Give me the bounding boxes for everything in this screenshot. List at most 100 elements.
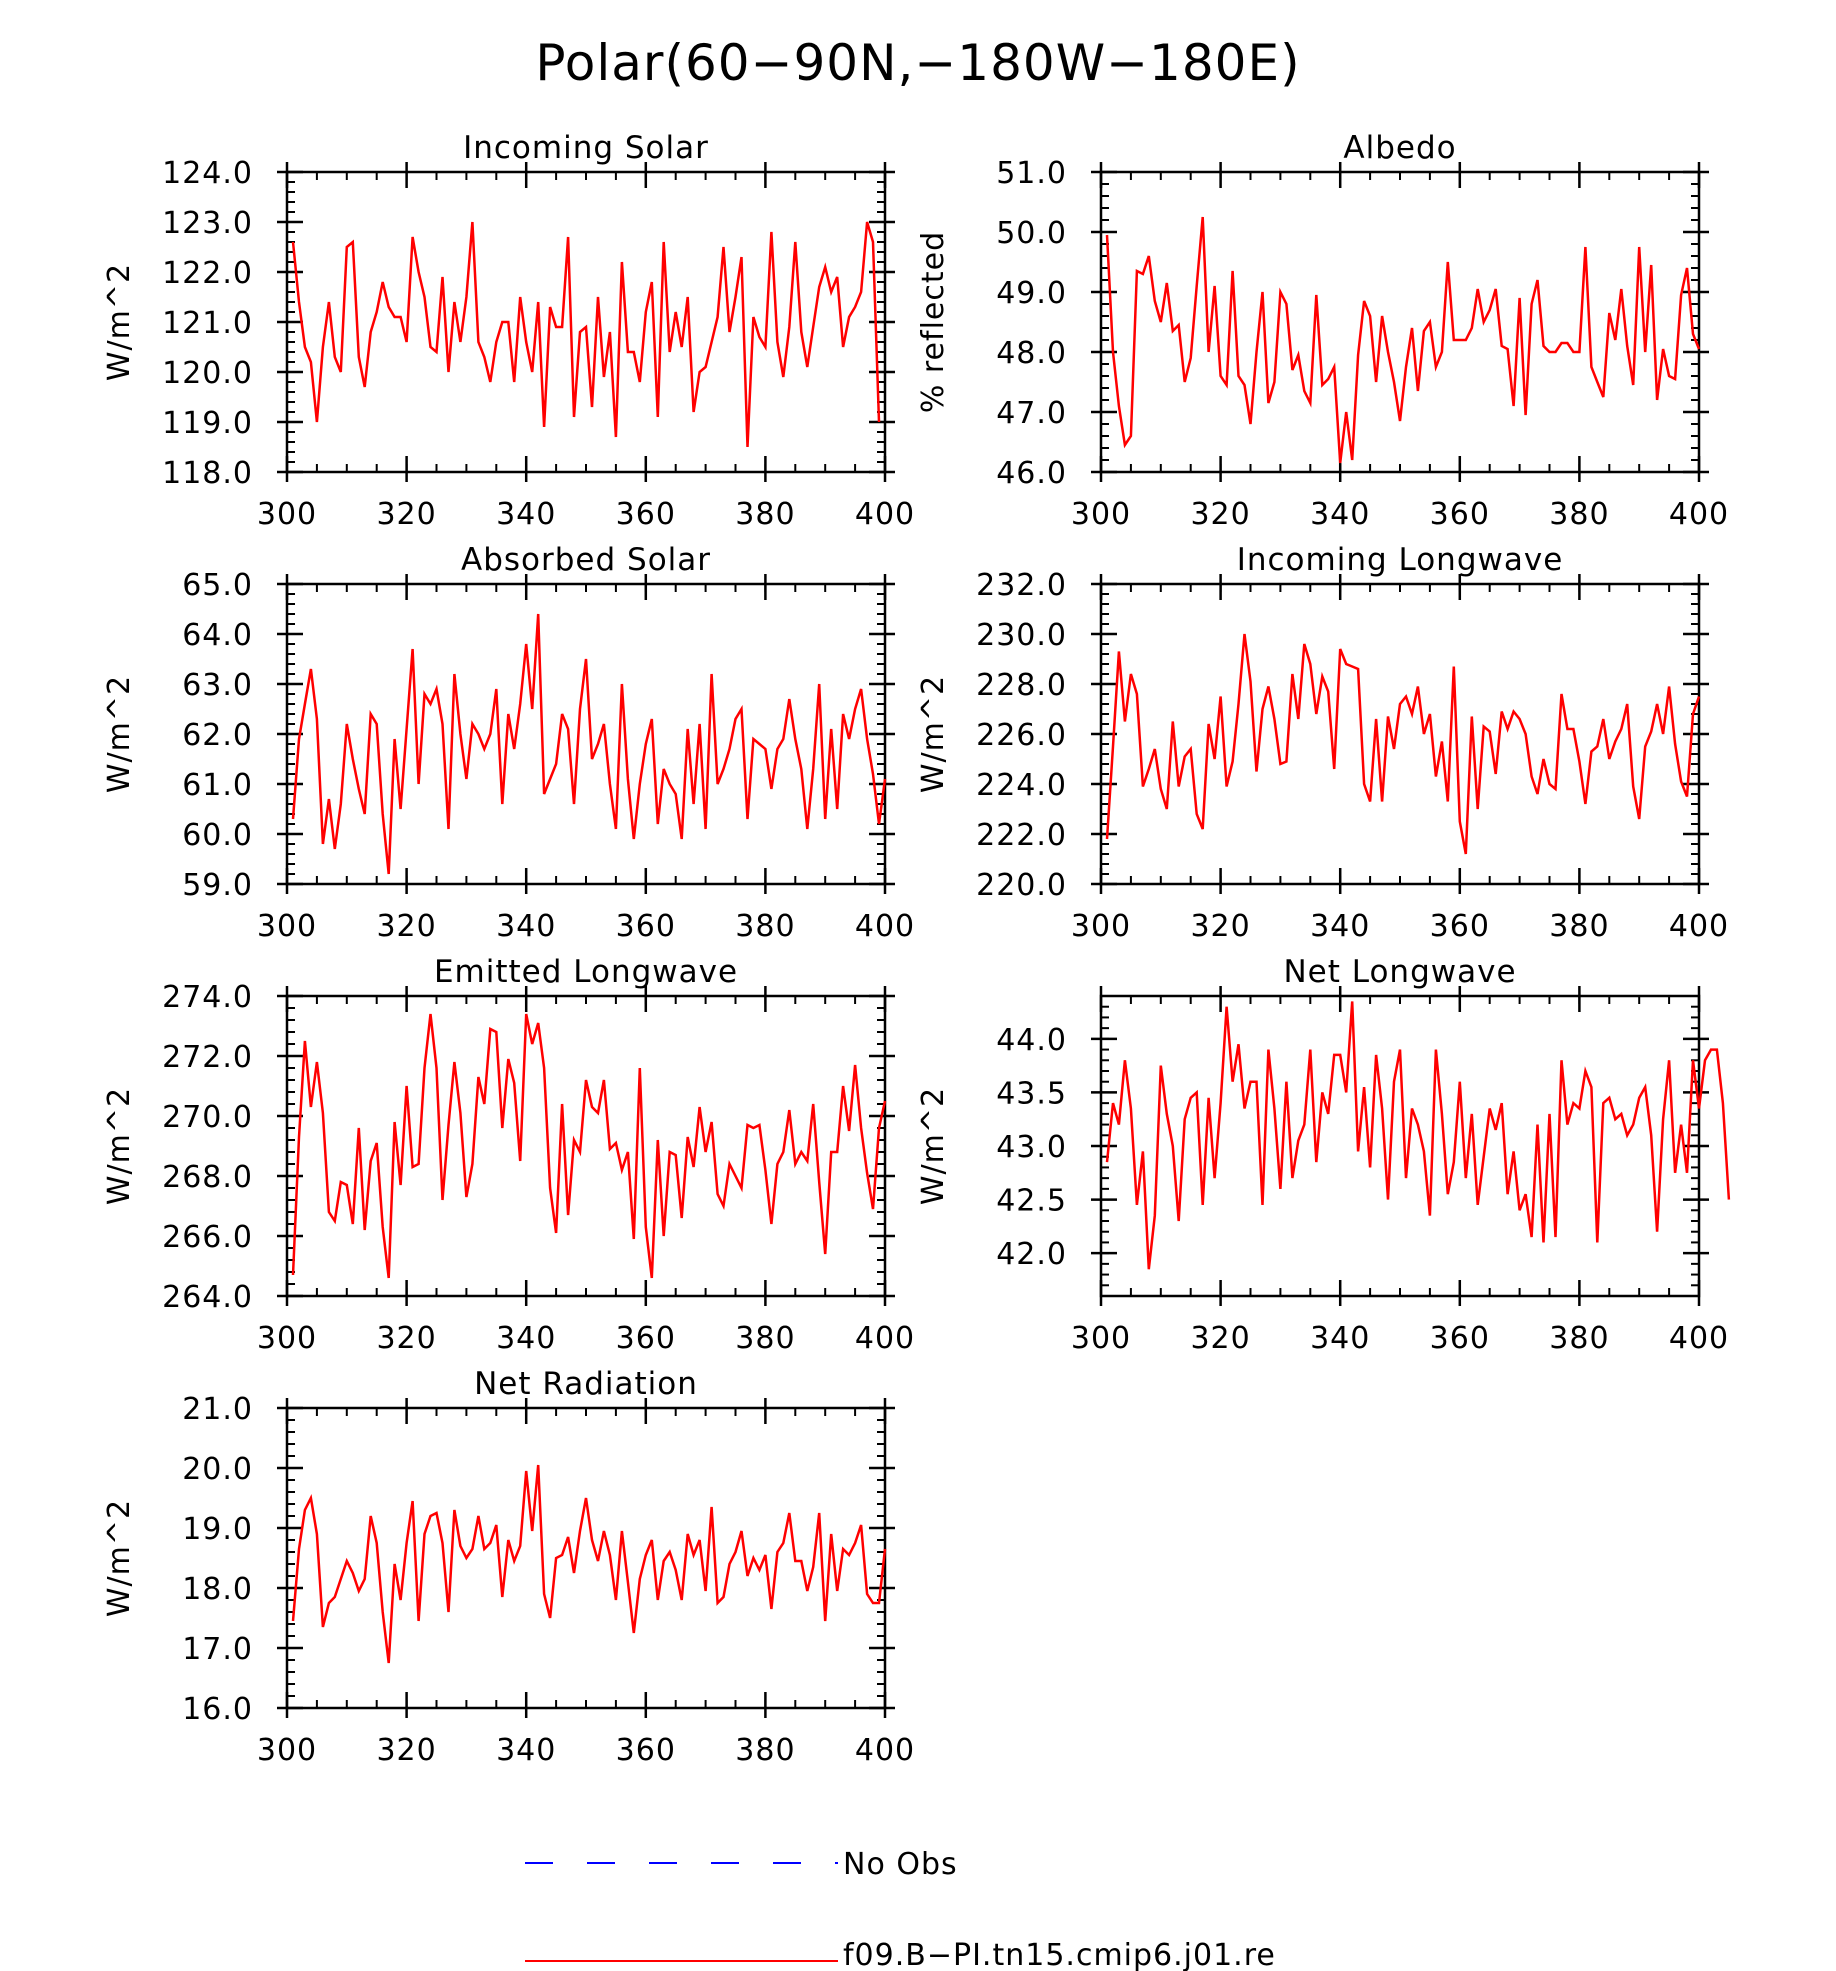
y-tick-label: 228.0 — [976, 668, 1067, 703]
x-tick-label: 360 — [1430, 1321, 1490, 1356]
y-tick-label: 222.0 — [976, 818, 1067, 853]
panel-incoming-solar: 300 320 340 360 380 400 118.0 119.0 120.0 121.0 12… — [102, 130, 914, 532]
y-tick-label: 220.0 — [976, 868, 1067, 903]
panel-title: Absorbed Solar — [461, 542, 711, 578]
x-tick-label: 340 — [1310, 1321, 1370, 1356]
panel-albedo: 300 320 340 360 380 400 46.0 47.0 48.0 49.0 50.0 51… — [916, 130, 1728, 532]
legend-model-label: f09.B−PI.tn15.cmip6.j01.re — [843, 1938, 1276, 1971]
x-tick-label: 380 — [1549, 909, 1609, 944]
y-tick-label: 20.0 — [182, 1452, 253, 1487]
x-tick-label: 320 — [1190, 497, 1250, 532]
panel-title: Albedo — [1343, 130, 1456, 166]
x-tick-label: 300 — [257, 909, 317, 944]
y-tick-label: 42.0 — [996, 1237, 1067, 1272]
x-tick-label: 400 — [855, 909, 915, 944]
series-line — [1105, 633, 1701, 855]
x-tick-label: 360 — [616, 1321, 676, 1356]
y-axis-label: W/m^2 — [102, 675, 137, 793]
y-axis-label: % reflected — [916, 231, 951, 413]
y-tick-label: 51.0 — [996, 156, 1067, 191]
panel-absorbed-solar: 300 320 340 360 380 400 59.0 60.0 61.0 62.0 63.0 64… — [102, 542, 915, 944]
x-tick-label: 320 — [376, 497, 436, 532]
panel-net-longwave: 300 320 340 360 380 400 42.0 42.5 43.0 43.5 44.0 Ne… — [916, 954, 1731, 1356]
x-tick-label: 360 — [616, 1733, 676, 1768]
y-tick-label: 266.0 — [162, 1220, 253, 1255]
y-tick-label: 21.0 — [182, 1392, 253, 1427]
y-tick-label: 48.0 — [996, 336, 1067, 371]
y-tick-label: 19.0 — [182, 1512, 253, 1547]
x-tick-label: 300 — [257, 1321, 317, 1356]
y-tick-label: 63.0 — [182, 668, 253, 703]
series-line — [1105, 1001, 1731, 1270]
legend: No Obs f09.B−PI.tn15.cmip6.j01.re — [525, 1847, 1276, 1971]
series-line — [1105, 216, 1701, 464]
y-tick-label: 42.5 — [996, 1184, 1067, 1219]
y-axis-label: W/m^2 — [102, 1499, 137, 1617]
x-tick-label: 320 — [1190, 1321, 1250, 1356]
panel-title: Incoming Longwave — [1237, 542, 1564, 578]
legend-obs-label: No Obs — [843, 1847, 958, 1882]
panel-title: Net Radiation — [474, 1366, 698, 1402]
y-axis-label: W/m^2 — [916, 1087, 951, 1205]
x-tick-label: 380 — [735, 1321, 795, 1356]
x-tick-label: 340 — [496, 1321, 556, 1356]
panel-net-radiation: 300 320 340 360 380 400 16.0 17.0 18.0 19.0 20.0 21… — [102, 1366, 914, 1768]
x-tick-label: 360 — [1430, 497, 1490, 532]
panel-emitted-longwave: 300 320 340 360 380 400 264.0 266.0 268.0 270.0 27… — [102, 954, 914, 1356]
y-tick-label: 118.0 — [162, 456, 253, 491]
y-tick-label: 64.0 — [182, 618, 253, 653]
x-tick-label: 360 — [616, 497, 676, 532]
panel-incoming-longwave: 300 320 340 360 380 400 220.0 222.0 224.0 226.0 22… — [916, 542, 1729, 944]
x-tick-label: 320 — [376, 1321, 436, 1356]
y-tick-label: 50.0 — [996, 216, 1067, 251]
y-tick-label: 46.0 — [996, 456, 1067, 491]
page-title: Polar(60−90N,−180W−180E) — [535, 34, 1300, 92]
y-tick-label: 121.0 — [162, 306, 253, 341]
x-tick-label: 340 — [496, 909, 556, 944]
x-tick-label: 340 — [1310, 497, 1370, 532]
x-tick-label: 380 — [1549, 497, 1609, 532]
panel-title: Net Longwave — [1283, 954, 1516, 990]
y-tick-label: 119.0 — [162, 406, 253, 441]
y-axis-label: W/m^2 — [916, 675, 951, 793]
y-tick-label: 16.0 — [182, 1692, 253, 1727]
y-tick-label: 65.0 — [182, 568, 253, 603]
x-tick-label: 380 — [1549, 1321, 1609, 1356]
x-tick-label: 380 — [735, 909, 795, 944]
y-tick-label: 264.0 — [162, 1280, 253, 1315]
y-tick-label: 226.0 — [976, 718, 1067, 753]
series-line — [291, 613, 887, 875]
y-tick-label: 47.0 — [996, 396, 1067, 431]
y-tick-label: 44.0 — [996, 1023, 1067, 1058]
panels: 300 320 340 360 380 400 118.0 119.0 120.0 121.0 12… — [102, 130, 1731, 1768]
x-tick-label: 300 — [1071, 1321, 1131, 1356]
y-tick-label: 232.0 — [976, 568, 1067, 603]
series-line — [291, 1013, 887, 1279]
y-tick-label: 18.0 — [182, 1572, 253, 1607]
y-tick-label: 122.0 — [162, 256, 253, 291]
x-tick-label: 400 — [1669, 1321, 1729, 1356]
plot-frame — [1099, 994, 1701, 1298]
y-tick-label: 61.0 — [182, 768, 253, 803]
x-tick-label: 400 — [1669, 909, 1729, 944]
x-tick-label: 300 — [1071, 497, 1131, 532]
series-line — [291, 1464, 887, 1664]
x-tick-label: 340 — [1310, 909, 1370, 944]
y-tick-label: 224.0 — [976, 768, 1067, 803]
panel-title: Emitted Longwave — [434, 954, 738, 990]
plot-frame — [1099, 582, 1701, 886]
y-tick-label: 43.0 — [996, 1130, 1067, 1165]
y-tick-label: 270.0 — [162, 1100, 253, 1135]
y-tick-label: 274.0 — [162, 980, 253, 1015]
y-tick-label: 17.0 — [182, 1632, 253, 1667]
x-tick-label: 380 — [735, 497, 795, 532]
x-tick-label: 320 — [376, 1733, 436, 1768]
x-tick-label: 340 — [496, 1733, 556, 1768]
y-axis-label: W/m^2 — [102, 1087, 137, 1205]
plot-frame — [285, 170, 887, 474]
y-tick-label: 43.5 — [996, 1076, 1067, 1111]
y-tick-label: 230.0 — [976, 618, 1067, 653]
x-tick-label: 360 — [616, 909, 676, 944]
y-tick-label: 62.0 — [182, 718, 253, 753]
